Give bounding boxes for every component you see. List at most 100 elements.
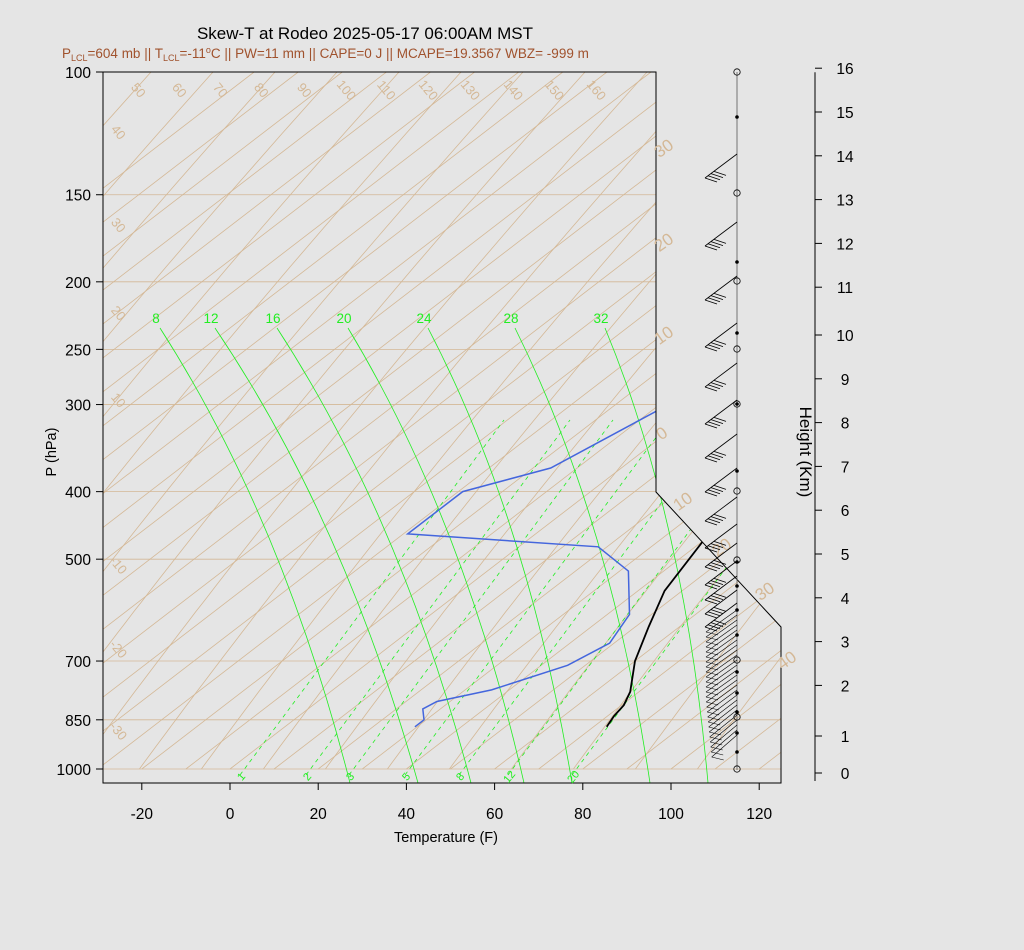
isotherm-line	[494, 548, 781, 770]
wind-level-circle	[733, 68, 741, 76]
wind-barb-feather	[705, 661, 719, 666]
dry-adiabat-line	[201, 72, 772, 770]
wind-level-dot	[735, 691, 739, 695]
isotherm-label: 130	[458, 77, 483, 103]
isotherm-label: 50	[128, 80, 149, 101]
isotherm-label: 90	[294, 80, 315, 101]
isotherm-line	[103, 72, 299, 223]
x-tick-label: 120	[746, 806, 772, 823]
isotherm-label: 160	[584, 77, 609, 103]
height-tick-label: 16	[836, 61, 853, 78]
wind-barb-feather	[713, 239, 727, 244]
isotherm-line	[103, 72, 475, 359]
wind-barb	[710, 724, 738, 748]
wind-level-circle	[733, 400, 741, 408]
wind-barb-feather	[705, 681, 719, 686]
wind-barb-feather	[704, 491, 718, 497]
y-tick-label: 850	[65, 713, 91, 730]
wind-barb-feather	[705, 666, 719, 671]
x-tick-label: 0	[226, 806, 235, 823]
wind-barb	[705, 659, 738, 683]
wind-barb-feather	[713, 485, 727, 490]
wind-barb	[704, 322, 738, 348]
isotherm-label: 70	[210, 80, 231, 101]
wind-level-dot	[735, 710, 739, 714]
wind-barb	[704, 362, 738, 388]
height-tick-label: 0	[841, 766, 850, 783]
wind-level-circle	[733, 556, 741, 564]
wind-barb	[704, 542, 738, 568]
x-tick-label: -20	[131, 806, 154, 823]
x-tick-label: 40	[398, 806, 416, 823]
y-axis-title: P (hPa)	[44, 428, 60, 477]
wind-barb-feather	[707, 455, 721, 461]
moist-adiabat-line	[159, 327, 351, 783]
isotherm-line	[273, 378, 781, 770]
dry-adiabat-line	[103, 72, 462, 494]
wind-barb	[704, 153, 738, 179]
dry-adiabat-line	[103, 72, 648, 736]
isotherm-line	[103, 72, 608, 461]
wind-barb	[709, 714, 738, 738]
wind-level-dot	[735, 750, 739, 754]
wind-barb-feather	[713, 541, 727, 546]
adiabat-label: 40	[108, 122, 129, 143]
mixing-ratio-line	[348, 419, 614, 776]
y-tick-label: 200	[65, 275, 91, 292]
mixing-ratio-label: 20	[336, 311, 351, 326]
wind-barb-feather	[713, 340, 727, 345]
dry-adiabat-line	[325, 200, 781, 770]
isotherm-label: 150	[542, 77, 567, 103]
wind-level-dot	[735, 469, 739, 473]
wind-level-circle	[733, 656, 741, 664]
isotherm-line	[103, 72, 564, 427]
wind-barb	[707, 689, 738, 713]
wind-barb-feather	[707, 421, 721, 427]
wind-barb	[705, 644, 738, 668]
adiabat-label: -30	[107, 719, 131, 743]
wind-barb-feather	[705, 636, 719, 641]
isotherm-line	[103, 72, 519, 393]
wind-barb	[710, 719, 738, 743]
moist-adiabat-line	[347, 327, 525, 783]
wind-level-dot	[735, 115, 739, 119]
wind-barb	[704, 602, 738, 628]
isotherm-line	[141, 276, 781, 770]
isotherm-line	[103, 72, 255, 189]
isotherm-line	[406, 480, 781, 770]
wind-barb	[704, 275, 738, 301]
wind-level-dot	[735, 670, 739, 674]
x-tick-label: 60	[486, 806, 504, 823]
wind-level-circle	[733, 765, 741, 773]
wind-barb-feather	[704, 346, 718, 352]
wind-level-circle	[733, 189, 741, 197]
wind-level-dot	[735, 402, 739, 406]
wind-barb-feather	[707, 175, 721, 181]
wind-barb-feather	[710, 622, 724, 627]
wind-barb-feather	[710, 295, 724, 300]
wind-barb	[705, 639, 738, 663]
wind-barb	[705, 629, 738, 653]
wind-barb	[705, 619, 738, 643]
wind-barb-feather	[705, 696, 719, 701]
wind-barb	[704, 221, 738, 247]
wind-barb-feather	[710, 562, 724, 567]
wind-barb-feather	[707, 711, 720, 716]
height-tick-label: 14	[836, 149, 854, 166]
y-tick-label: 100	[65, 65, 91, 82]
wind-barb-feather	[713, 593, 727, 598]
wind-barb-feather	[713, 171, 727, 176]
height-tick-label: 13	[836, 193, 853, 210]
wind-barb-feather	[713, 560, 727, 565]
adiabat-label: 20	[108, 303, 129, 324]
wind-barb-feather	[704, 177, 718, 183]
isotherm-line	[103, 72, 387, 291]
dry-adiabat-line	[103, 72, 586, 653]
mixing-ratio-label: 8	[152, 311, 160, 326]
isotherm-line	[892, 72, 1024, 769]
wind-barb-feather	[711, 751, 724, 756]
dry-adiabat-line	[511, 420, 781, 770]
wind-level-circle	[733, 277, 741, 285]
mixing-ratio-line	[239, 419, 505, 776]
wind-barb	[704, 399, 738, 425]
